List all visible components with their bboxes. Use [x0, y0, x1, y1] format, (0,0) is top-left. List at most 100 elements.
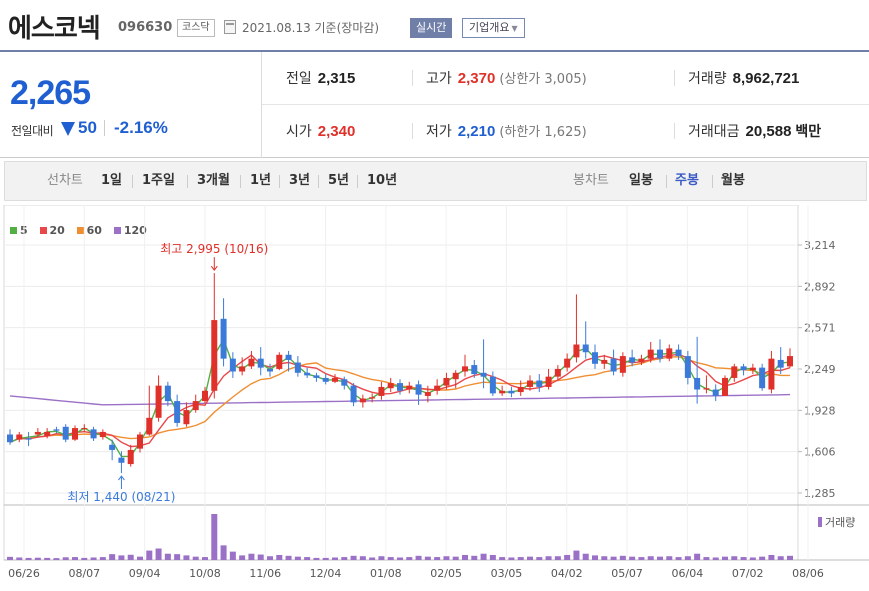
prev-close-label: 전일	[286, 71, 312, 87]
quote-row-1: 전일 2,315 고가 2,370 (상한가 3,005) 거래량 8,962,721	[262, 52, 869, 105]
trade-value-unit: 백만	[795, 124, 822, 140]
legend-ma-60: 60	[76, 224, 102, 237]
volume-bar	[749, 557, 756, 560]
candle-body	[397, 383, 403, 391]
divider	[712, 175, 713, 188]
candle-body	[350, 385, 357, 403]
stock-code: 096630	[118, 20, 173, 35]
period-1d[interactable]: 1일	[101, 173, 123, 188]
trade-value-label: 거래대금	[688, 124, 740, 140]
y-tick-label: 1,285	[804, 487, 836, 500]
volume-bar	[146, 550, 153, 560]
candle-body	[592, 352, 598, 364]
candle-body	[164, 385, 171, 402]
candle-body	[406, 385, 413, 390]
stock-name: 에스코넥	[8, 14, 101, 44]
volume-bar	[118, 555, 125, 560]
divider	[674, 123, 675, 139]
volume-bar	[610, 556, 617, 560]
x-tick-label: 12/04	[310, 567, 342, 580]
period-1w[interactable]: 1주일	[142, 173, 175, 188]
volume-bar	[220, 545, 227, 560]
volume-bar	[462, 554, 468, 560]
volume-bar	[332, 557, 338, 560]
legend-ma-120: 120	[113, 224, 147, 237]
volume-bar	[99, 557, 106, 560]
candle-body	[517, 386, 524, 393]
volume-bar	[174, 554, 181, 560]
candle-body	[248, 358, 255, 367]
x-tick-label: 08/07	[68, 567, 100, 580]
change-value: 50	[78, 118, 97, 137]
y-tick-label: 2,571	[804, 322, 836, 335]
divider	[666, 175, 667, 188]
period-5y[interactable]: 5년	[328, 173, 350, 188]
divider	[412, 123, 413, 139]
period-3y[interactable]: 3년	[289, 173, 311, 188]
volume-bar	[675, 557, 682, 560]
candle-body	[313, 375, 320, 378]
volume-bar	[294, 556, 301, 560]
corp-overview-label: 기업개요	[469, 21, 510, 34]
corp-overview-button[interactable]: 기업개요 ▼	[462, 18, 525, 38]
volume-bar	[536, 557, 543, 560]
volume-bar	[90, 557, 97, 560]
volume-bar	[109, 554, 116, 560]
period-1y[interactable]: 1년	[250, 173, 272, 188]
candle-body	[434, 385, 441, 391]
divider	[187, 175, 188, 188]
candle-body	[118, 457, 125, 463]
candle-body	[359, 398, 366, 403]
volume-bar	[499, 557, 506, 560]
period-10y[interactable]: 10년	[367, 173, 398, 188]
candle-body	[657, 349, 663, 359]
candle-body	[722, 377, 728, 396]
candle-body	[99, 431, 106, 438]
realtime-button[interactable]: 실시간	[410, 18, 453, 38]
low-cell: 저가 2,210 (하한가 1,625)	[426, 105, 587, 158]
candle-body	[740, 366, 747, 371]
candle-body	[229, 358, 236, 372]
candle-monthly[interactable]: 월봉	[721, 173, 745, 188]
legend-swatch	[10, 227, 17, 234]
volume-bar	[471, 555, 478, 560]
candle-body	[703, 388, 710, 390]
x-tick-label: 07/02	[732, 567, 764, 580]
volume-bar	[257, 554, 264, 560]
volume-bar	[517, 557, 524, 560]
volume-bar	[72, 557, 78, 560]
candle-body	[220, 318, 227, 359]
candle-body	[443, 377, 450, 386]
x-tick-label: 03/05	[491, 567, 523, 580]
candle-weekly[interactable]: 주봉	[675, 173, 699, 188]
candle-body	[285, 354, 292, 360]
volume-bar	[350, 555, 357, 560]
candle-body	[155, 385, 162, 418]
volume-bar	[127, 554, 134, 560]
candle-body	[369, 397, 376, 399]
volume-bar	[267, 556, 273, 560]
y-tick-label: 1,606	[804, 446, 836, 459]
low-annotation: 최저 1,440 (08/21)	[67, 490, 175, 504]
candle-body	[480, 372, 487, 377]
period-3m[interactable]: 3개월	[197, 173, 230, 188]
change-label: 전일대비	[11, 124, 54, 138]
legend-swatch	[113, 227, 121, 234]
volume-bar	[545, 556, 552, 560]
candlestick-chart[interactable]: 3,214 2,892 2,571 2,249 1,928 1,606 1,285 06/26…	[0, 205, 869, 591]
volume-bar	[53, 558, 60, 560]
volume-bar	[712, 557, 719, 560]
volume-cell: 거래량 8,962,721	[688, 52, 799, 105]
candle-body	[647, 349, 654, 359]
prev-close-cell: 전일 2,315	[286, 52, 355, 105]
x-tick-label: 01/08	[370, 567, 402, 580]
candle-body	[787, 356, 793, 367]
volume-bar	[81, 557, 88, 560]
y-tick-label: 3,214	[804, 239, 836, 252]
volume-bar	[16, 557, 23, 560]
candle-daily[interactable]: 일봉	[629, 173, 653, 188]
legend-label: 60	[86, 224, 102, 237]
candle-body	[387, 383, 394, 389]
candle-body	[601, 359, 608, 364]
candle-body	[527, 380, 533, 387]
